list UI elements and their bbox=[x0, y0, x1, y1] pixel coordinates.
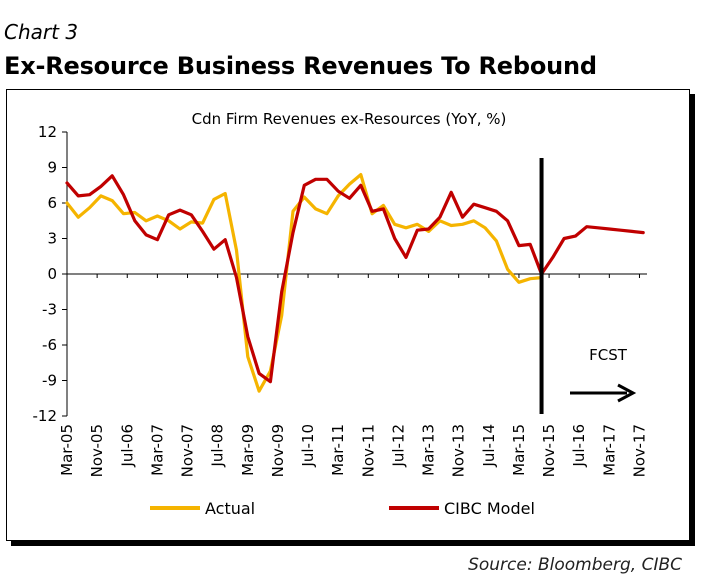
x-tick-label: Mar-09 bbox=[239, 424, 257, 476]
line-chart: Cdn Firm Revenues ex-Resources (YoY, %) … bbox=[33, 110, 649, 518]
legend-label-actual: Actual bbox=[205, 499, 255, 518]
x-tick-label: Nov-17 bbox=[630, 424, 648, 477]
forecast-label: FCST bbox=[589, 346, 628, 364]
x-tick-label: Jul-10 bbox=[299, 424, 317, 468]
chart-frame: Cdn Firm Revenues ex-Resources (YoY, %) … bbox=[6, 89, 690, 541]
y-tick-label: 3 bbox=[47, 230, 57, 248]
actual-series-line bbox=[65, 173, 544, 393]
cibc-model-series-line bbox=[65, 174, 645, 384]
chart-subtitle: Cdn Firm Revenues ex-Resources (YoY, %) bbox=[192, 110, 507, 128]
forecast-layer: FCST bbox=[539, 158, 637, 414]
x-tick-label: Nov-09 bbox=[269, 424, 287, 477]
y-tick-label: 6 bbox=[47, 194, 57, 212]
y-axis: 12 9 6 3 0 -3 -6 -9 -12 bbox=[33, 123, 68, 425]
chart-title: Ex-Resource Business Revenues To Rebound bbox=[4, 52, 597, 80]
y-tick-label: -9 bbox=[42, 372, 57, 390]
x-tick-label: Mar-11 bbox=[329, 424, 347, 476]
x-tick-label: Nov-15 bbox=[540, 424, 558, 477]
x-tick-label: Jul-16 bbox=[570, 424, 588, 468]
x-tick-label: Jul-06 bbox=[118, 424, 136, 468]
legend-label-cibc-model: CIBC Model bbox=[444, 499, 535, 518]
y-tick-label: -3 bbox=[42, 301, 57, 319]
y-tick-label: -6 bbox=[42, 336, 57, 354]
x-tick-label: Jul-14 bbox=[480, 424, 498, 468]
x-tick-label: Nov-05 bbox=[88, 424, 106, 477]
series-layer bbox=[65, 173, 645, 393]
x-tick-label: Mar-15 bbox=[510, 424, 528, 476]
forecast-arrow-head bbox=[617, 383, 637, 403]
x-tick-label: Mar-17 bbox=[600, 424, 618, 476]
y-tick-label: 9 bbox=[47, 159, 57, 177]
x-tick-label: Mar-05 bbox=[58, 424, 76, 476]
x-axis: Mar-05 Nov-05 Jul-06 Mar-07 Nov-07 Jul-08 Mar-… bbox=[58, 273, 648, 477]
x-tick-label: Nov-11 bbox=[359, 424, 377, 477]
y-tick-label: -12 bbox=[33, 407, 58, 425]
y-tick-label: 0 bbox=[47, 265, 57, 283]
x-tick-label: Mar-13 bbox=[420, 424, 438, 476]
x-tick-label: Nov-13 bbox=[450, 424, 468, 477]
y-tick-label: 12 bbox=[38, 123, 57, 141]
source-note: Source: Bloomberg, CIBC bbox=[468, 555, 682, 575]
x-tick-label: Mar-07 bbox=[148, 424, 166, 476]
legend: Actual CIBC Model bbox=[150, 499, 535, 518]
x-tick-label: Nov-07 bbox=[179, 424, 197, 477]
chart-number: Chart 3 bbox=[4, 20, 79, 44]
x-tick-label: Jul-12 bbox=[389, 424, 407, 468]
x-tick-label: Jul-08 bbox=[209, 424, 227, 468]
